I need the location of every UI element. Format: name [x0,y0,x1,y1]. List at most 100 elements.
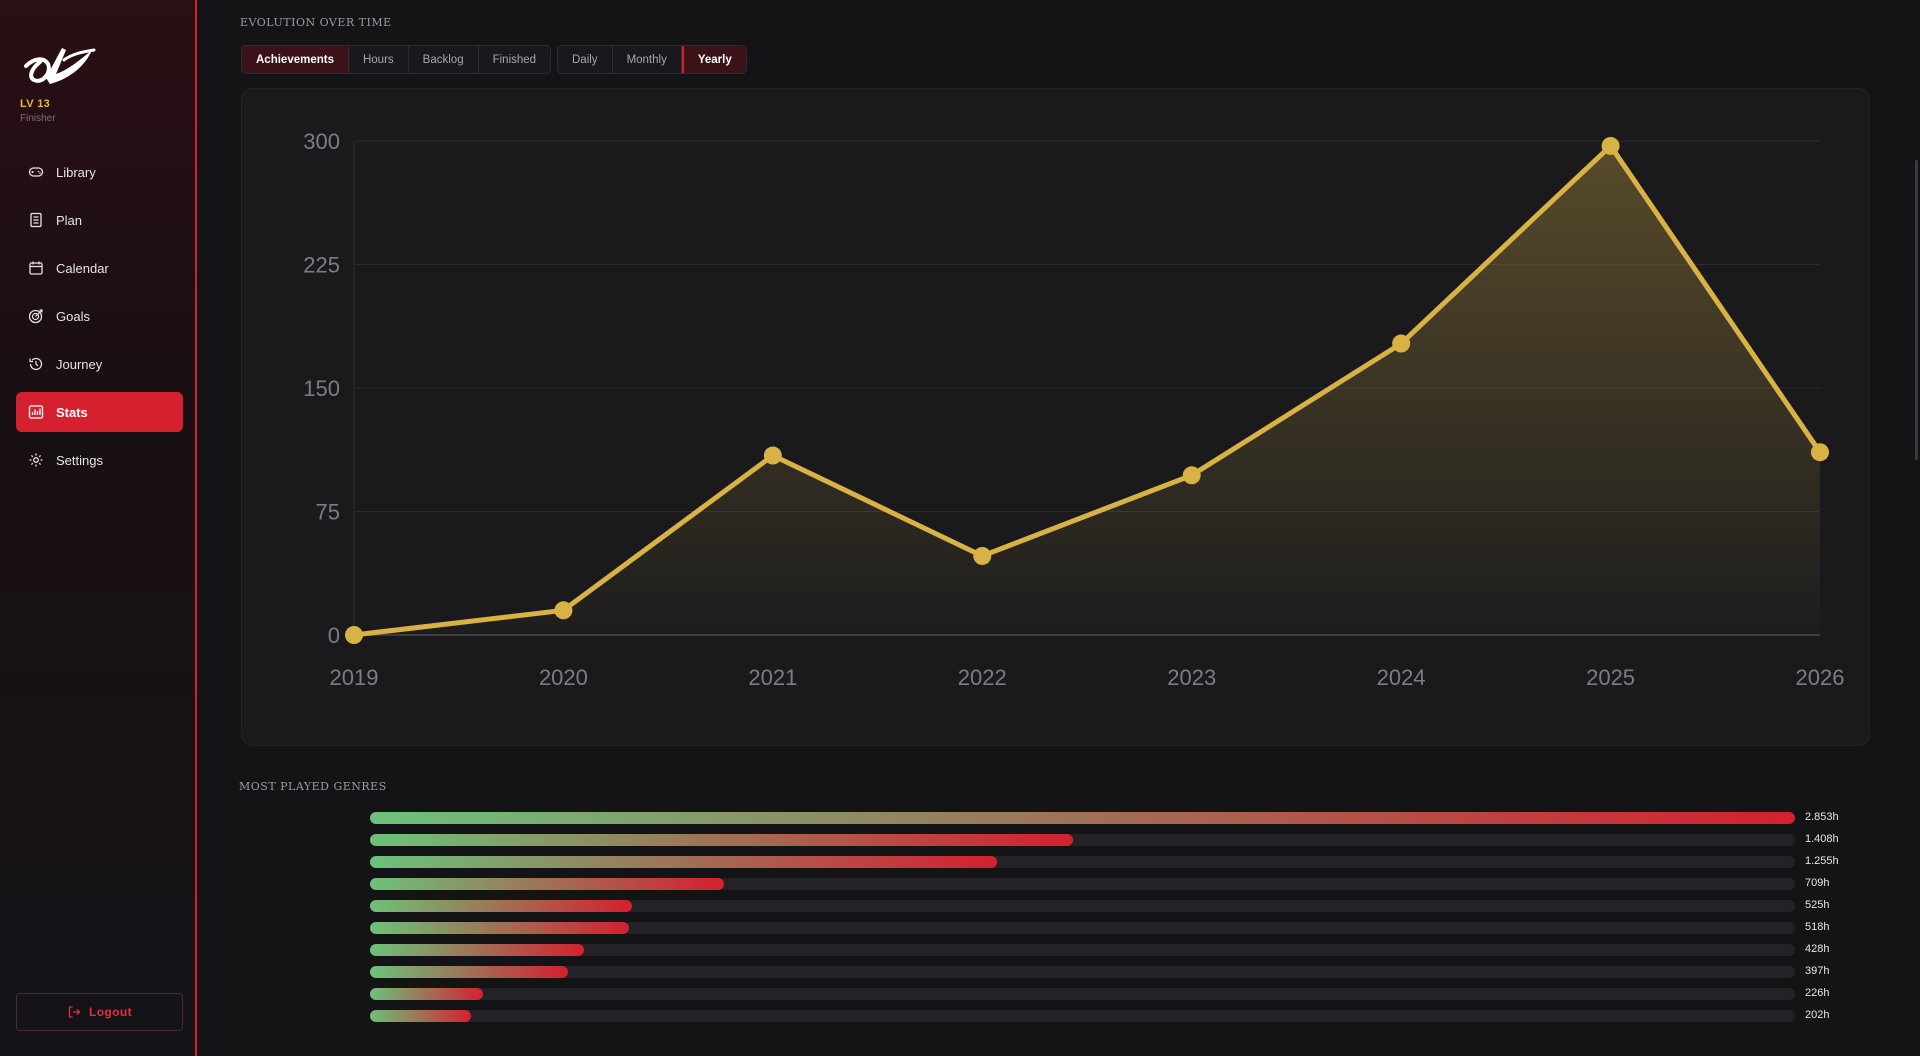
genre-bar-fill [370,966,569,978]
calendar-icon [28,260,44,276]
genre-bar-fill [370,812,1795,824]
tab-hours[interactable]: Hours [349,46,409,73]
sidebar-item-stats[interactable]: Stats [16,392,183,432]
genre-bar-track [370,988,1795,1000]
data-point[interactable] [554,601,573,620]
genre-row: Utilities226h [199,984,1920,1006]
sidebar-item-journey[interactable]: Journey [16,344,183,384]
y-tick-label: 75 [316,500,340,525]
data-point[interactable] [1811,443,1829,462]
genre-bar-fill [370,1010,471,1022]
period-tabs: Daily Monthly Yearly [557,45,747,74]
genre-bar-fill [370,988,483,1000]
list-icon [28,212,44,228]
genre-hours: 2.853h [1805,811,1839,823]
logout-icon [68,1006,81,1018]
stats-icon [28,404,44,420]
data-point[interactable] [973,546,992,565]
genre-bar-track [370,834,1795,846]
x-tick-label: 2019 [330,665,379,690]
sidebar: LV 13 Finisher Library Plan Calendar Goa… [0,0,197,1056]
genre-hours: 202h [1805,1009,1830,1021]
gear-icon [28,452,44,468]
sidebar-item-label: Calendar [56,260,109,276]
sidebar-item-calendar[interactable]: Calendar [16,248,183,288]
x-tick-label: 2020 [539,665,588,690]
scrollbar[interactable] [1915,160,1918,460]
gamepad-icon [28,164,44,180]
sidebar-nav: Library Plan Calendar Goals Journey [16,152,183,488]
metric-tabs: Achievements Hours Backlog Finished [241,45,552,74]
genre-row: Casual518h [199,918,1920,940]
data-point[interactable] [1601,136,1620,155]
main-content: EVOLUTION OVER TIME Achievements Hours B… [199,0,1920,1056]
x-tick-label: 2023 [1167,665,1216,690]
tab-finished[interactable]: Finished [492,53,537,66]
genre-row: RPG428h [199,940,1920,962]
genre-bar-fill [370,900,633,912]
genre-hours: 1.408h [1805,833,1839,845]
genre-hours: 709h [1805,877,1830,889]
data-point[interactable] [1392,334,1411,353]
tab-backlog[interactable]: Backlog [409,46,479,73]
genre-bar-fill [370,922,629,934]
genre-row: Indie1.255h [199,852,1920,874]
genre-hours: 518h [1805,921,1830,933]
y-tick-label: 0 [328,623,340,648]
x-tick-label: 2025 [1586,665,1635,690]
tab-yearly[interactable]: Yearly [681,46,746,73]
app-logo[interactable] [20,40,98,90]
genre-row: Adventure1.408h [199,830,1920,852]
genre-bar-fill [370,944,584,956]
history-icon [28,356,44,372]
genre-bar-track [370,1010,1795,1022]
user-level: LV 13 [20,98,51,110]
genre-bar-track [370,812,1795,824]
sidebar-item-label: Library [56,164,96,180]
genre-bar-fill [370,856,997,868]
area-fill [354,145,1820,635]
genre-row: Free To Play709h [199,874,1920,896]
y-tick-label: 225 [303,253,340,278]
sidebar-item-label: Journey [56,356,103,372]
sidebar-item-label: Settings [56,452,103,468]
series-line [353,143,1823,638]
genres-title: MOST PLAYED GENRES [239,780,387,793]
genre-bar-track [370,900,1795,912]
genre-row: Sports397h [199,962,1920,984]
sidebar-item-label: Plan [56,212,83,228]
data-point[interactable] [763,446,782,465]
data-point[interactable] [1182,466,1201,485]
x-tick-label: 2024 [1377,665,1426,690]
genre-bar-track [370,856,1795,868]
tab-monthly[interactable]: Monthly [613,46,682,73]
logout-button[interactable]: Logout [16,993,183,1031]
sidebar-item-goals[interactable]: Goals [16,296,183,336]
genre-hours: 525h [1805,899,1830,911]
sidebar-item-library[interactable]: Library [16,152,183,192]
genre-row: Action2.853h [199,808,1920,830]
target-icon [28,308,44,324]
x-tick-label: 2021 [748,665,797,690]
sidebar-item-plan[interactable]: Plan [16,200,183,240]
data-point[interactable] [345,626,363,644]
tab-achievements[interactable]: Achievements [242,46,349,73]
genre-hours: 428h [1805,943,1830,955]
genre-bar-track [370,878,1795,890]
genre-row: Software Training202h [199,1006,1920,1028]
genre-hours: 226h [1805,987,1830,999]
x-tick-label: 2022 [958,665,1007,690]
evolution-title: EVOLUTION OVER TIME [240,16,392,29]
evolution-chart-svg: 0 75 150 225 300 2019 2020 2021 2022 2023 2024 2025… [303,129,1844,690]
genre-bar-track [370,966,1795,978]
sidebar-item-label: Stats [56,404,88,420]
evolution-chart: 0 75 150 225 300 2019 2020 2021 2022 2023 2024 2025… [241,88,1870,746]
genre-hours: 397h [1805,965,1830,977]
genre-bar-fill [370,878,725,890]
sidebar-item-settings[interactable]: Settings [16,440,183,480]
genre-bar-fill [370,834,1074,846]
sidebar-item-label: Goals [56,308,90,324]
y-tick-label: 300 [303,129,340,154]
genre-bar-track [370,944,1795,956]
tab-daily[interactable]: Daily [558,46,613,73]
